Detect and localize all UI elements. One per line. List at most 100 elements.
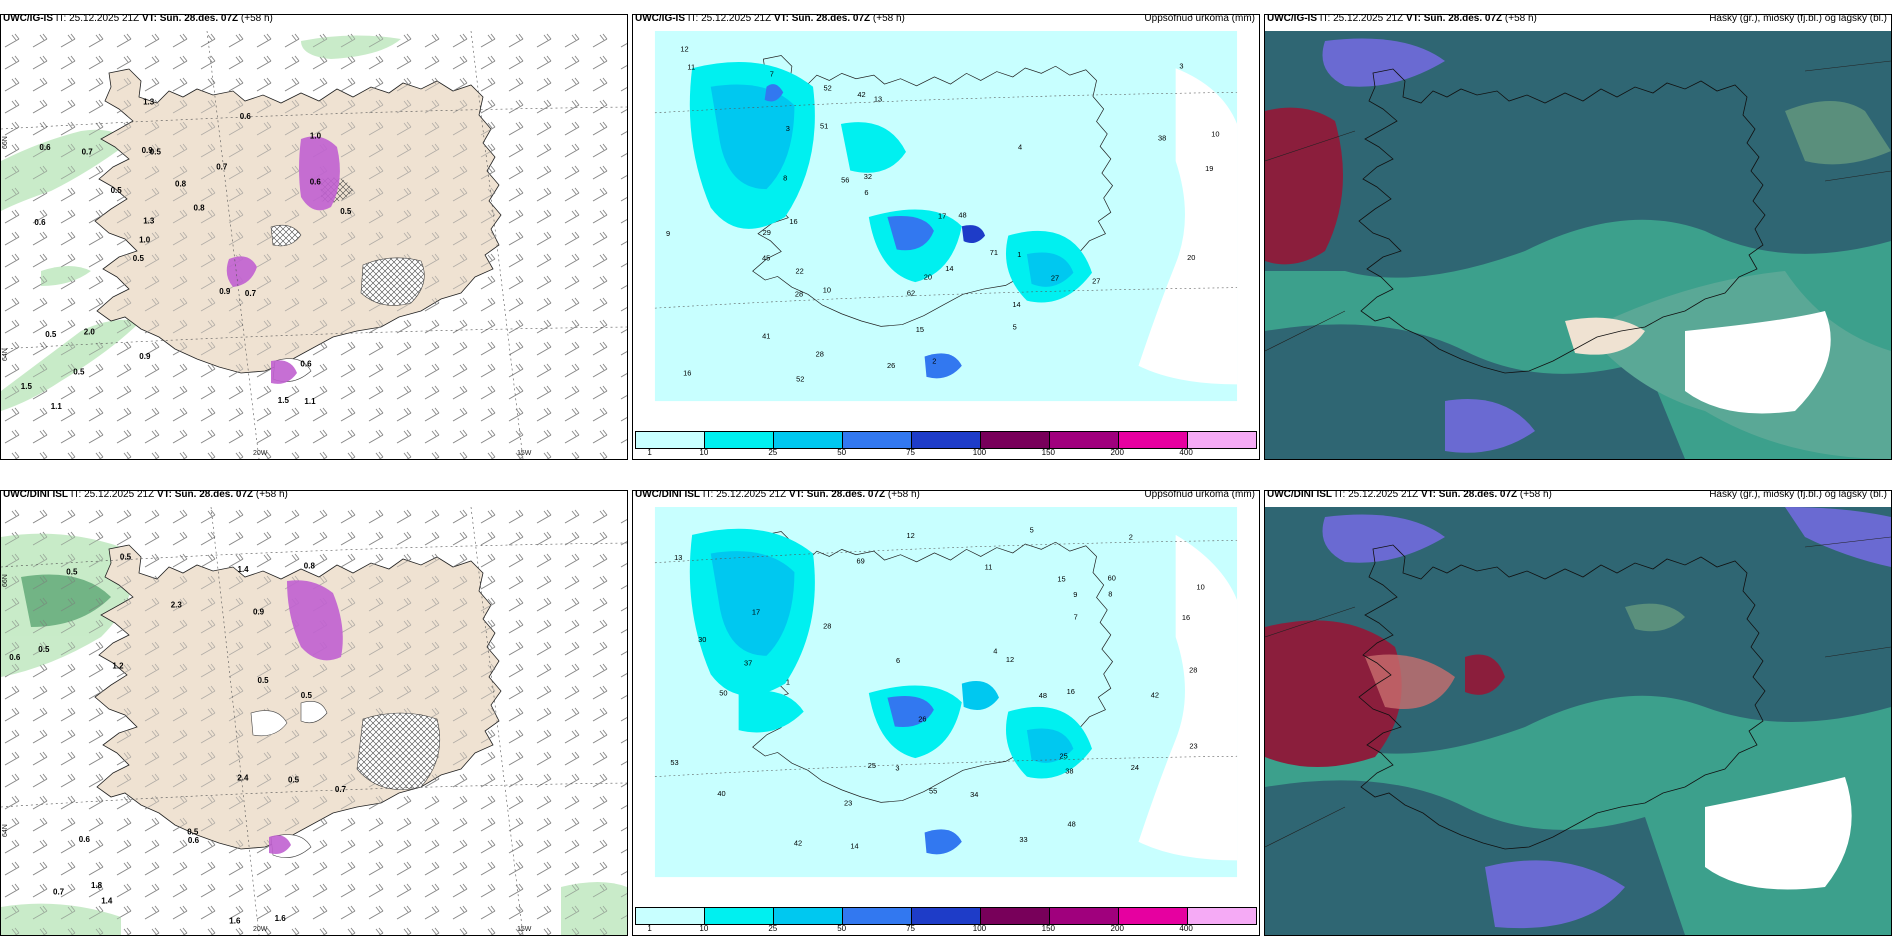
value-label: 41	[762, 331, 770, 340]
value-label: 34	[970, 790, 978, 799]
value-label: 9	[1073, 590, 1077, 599]
value-label: 4	[993, 647, 997, 656]
cloud-layers	[1265, 507, 1891, 935]
value-label: 48	[1067, 820, 1075, 829]
value-label: 0.9	[219, 287, 231, 296]
value-label: 10	[1211, 129, 1219, 138]
wind-snow-map[interactable]: 1.10.61.00.50.71.10.90.80.50.51.50.50.50…	[1, 31, 627, 459]
value-label: 0.8	[304, 562, 316, 571]
value-label: 12	[680, 44, 688, 53]
value-label: 1.4	[238, 565, 250, 574]
value-label: 16	[1067, 687, 1075, 696]
value-label: 5	[1030, 525, 1034, 534]
value-label: 24	[1131, 763, 1139, 772]
value-label: 23	[1189, 741, 1197, 750]
value-label: 20	[1187, 253, 1195, 262]
value-label: 27	[1092, 277, 1100, 286]
value-label: 26	[887, 361, 895, 370]
lat-label-64n: 64N	[2, 824, 9, 837]
colorbar-tick: 75	[906, 924, 915, 933]
value-label: 0.9	[139, 352, 151, 361]
value-label: 0.5	[301, 691, 313, 700]
cloud-map[interactable]	[1265, 31, 1891, 459]
value-label: 1.0	[139, 236, 151, 245]
value-label: 8	[783, 174, 787, 183]
value-label: 28	[816, 350, 824, 359]
value-label: 32	[864, 172, 872, 181]
colorbar-swatch	[1050, 908, 1119, 924]
value-label: 50	[719, 688, 727, 697]
colorbar-tick: 200	[1110, 924, 1124, 933]
graticule	[1, 507, 627, 935]
value-label: 6	[896, 656, 900, 665]
colorbar-swatch	[1188, 908, 1256, 924]
value-label: 1.1	[304, 397, 316, 406]
value-label: 0.9	[253, 607, 265, 616]
value-label: 53	[670, 758, 678, 767]
value-label: 8	[1108, 589, 1112, 598]
value-label: 0.9	[142, 146, 154, 155]
value-label: 42	[857, 90, 865, 99]
value-label: 37	[744, 658, 752, 667]
value-label: 13	[874, 94, 882, 103]
value-label: 0.5	[38, 645, 50, 654]
cloud-map[interactable]	[1265, 507, 1891, 935]
value-label: 9	[666, 229, 670, 238]
value-label: 38	[1065, 766, 1073, 775]
value-label: 15	[1057, 575, 1065, 584]
colorbar-swatch	[774, 432, 843, 448]
value-label: 0.8	[175, 179, 187, 188]
value-label: 10	[823, 285, 831, 294]
value-label: 25	[868, 761, 876, 770]
country-borders	[1265, 536, 1891, 848]
value-label: 1	[1017, 250, 1021, 259]
wind-snow-map[interactable]: 0.71.60.60.70.51.20.50.91.60.52.40.80.60…	[1, 507, 627, 935]
panel-header: UWC/IG-IS IT: 25.12.2025 21Z VT: Sun. 28…	[3, 14, 273, 24]
value-label: 52	[796, 375, 804, 384]
value-label: 69	[856, 556, 864, 565]
value-label: 0.5	[66, 567, 78, 576]
value-label: 13	[674, 553, 682, 562]
colorbar-tick: 25	[768, 448, 778, 457]
value-label: 16	[683, 368, 691, 377]
value-label: 11	[687, 62, 695, 71]
value-label: 1.1	[51, 402, 63, 411]
colorbar-swatch	[774, 908, 843, 924]
lon-label-15w: 15W	[517, 926, 532, 933]
lon-label-20w: 20W	[253, 450, 268, 457]
colorbar-swatch	[1119, 432, 1188, 448]
value-label: 0.8	[194, 204, 206, 213]
colorbar-tick: 25	[768, 924, 778, 933]
value-label: 0.5	[73, 368, 85, 377]
value-label: 1.8	[91, 881, 103, 890]
value-label: 12	[1006, 655, 1014, 664]
colorbar-tick: 400	[1179, 924, 1193, 933]
value-label: 0.6	[188, 836, 200, 845]
lat-label-66n: 66N	[2, 574, 9, 587]
precip-colorbar: 1 10 25 50 75 100 150 200 400	[633, 429, 1259, 459]
value-label: 28	[823, 621, 831, 630]
value-label: 2	[932, 357, 936, 366]
value-label: 38	[1158, 133, 1166, 142]
value-label: 60	[1108, 574, 1116, 583]
value-label: 17	[752, 608, 760, 617]
panel-header: UWC/DINI ISL IT: 25.12.2025 21Z VT: Sun.…	[635, 490, 1255, 500]
value-label: 0.5	[187, 828, 199, 837]
colorbar-tick: 200	[1110, 448, 1124, 457]
value-label: 3	[786, 124, 790, 133]
value-label: 7	[1074, 613, 1078, 622]
value-label: 33	[1019, 835, 1027, 844]
colorbar-swatch	[981, 432, 1050, 448]
value-label: 52	[824, 83, 832, 92]
value-label: 0.7	[245, 289, 257, 298]
graticule	[654, 92, 1238, 309]
colorbar-swatch	[912, 432, 981, 448]
colorbar-tick: 10	[699, 924, 709, 933]
precip-map[interactable]: 1112931014131016272848524520566241513219…	[633, 31, 1259, 429]
value-label: 0.7	[53, 887, 65, 896]
value-label: 0.5	[120, 553, 132, 562]
value-label: 12	[906, 531, 914, 540]
panel-clouds-igis: UWC/IG-IS IT: 25.12.2025 21Z VT: Sun. 28…	[1264, 14, 1892, 460]
